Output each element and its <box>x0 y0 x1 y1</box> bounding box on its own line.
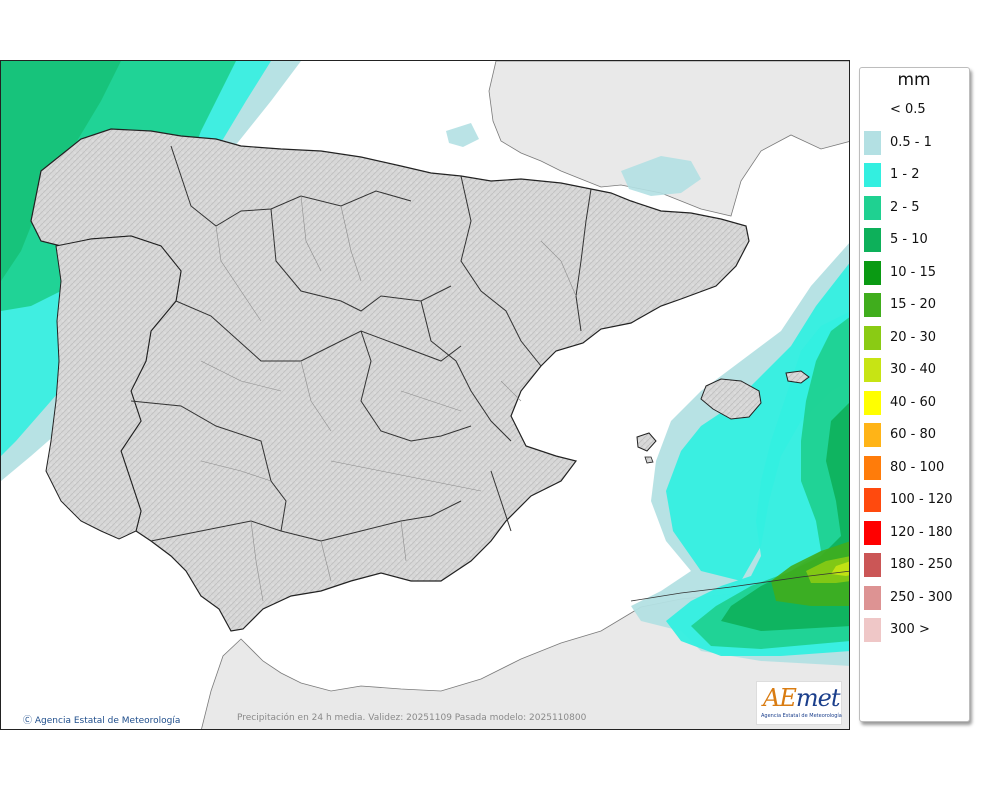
formentera <box>644 456 654 464</box>
legend-swatch <box>864 455 881 480</box>
aemet-logo: AEmet Agencia Estatal de Meteorología <box>756 681 842 725</box>
legend-swatch <box>864 390 881 415</box>
logo-wordmark: AEmet <box>763 684 840 712</box>
copyright-text: Agencia Estatal de Meteorología <box>34 716 181 726</box>
legend-item: 180 - 250 <box>864 553 964 577</box>
legend-swatch <box>864 163 881 187</box>
legend-item: 250 - 300 <box>864 585 964 610</box>
legend-label: 10 - 15 <box>890 264 937 280</box>
legend-item: 120 - 180 <box>864 520 964 545</box>
legend-label: 1 - 2 <box>890 167 920 182</box>
legend-item: 60 - 80 <box>864 423 964 447</box>
legend-label: 300 > <box>890 622 930 637</box>
legend-swatch <box>864 98 881 122</box>
legend-swatch <box>864 195 881 220</box>
map-canvas <box>1 61 849 729</box>
map-caption: Precipitación en 24 h media. Validez: 20… <box>237 713 587 723</box>
legend-swatch <box>864 488 881 512</box>
mallorca <box>700 378 762 420</box>
legend-label: 20 - 30 <box>890 329 937 345</box>
legend-item: 5 - 10 <box>864 228 964 252</box>
legend-swatch <box>864 130 881 155</box>
legend-swatch <box>864 585 881 610</box>
legend-label: 180 - 250 <box>890 557 953 572</box>
legend-label: 120 - 180 <box>890 524 953 540</box>
copyright-notice: Ⓒ Agencia Estatal de Meteorología <box>23 713 180 726</box>
legend-swatch <box>864 293 881 317</box>
legend-swatch <box>864 228 881 252</box>
legend-item: 40 - 60 <box>864 390 964 415</box>
legend-swatch <box>864 423 881 447</box>
legend-swatch <box>864 520 881 545</box>
menorca <box>785 370 810 384</box>
legend-label: 5 - 10 <box>890 232 928 247</box>
legend-swatch <box>864 358 881 382</box>
legend-label: 100 - 120 <box>890 492 953 507</box>
legend-item: 20 - 30 <box>864 325 964 350</box>
ibiza <box>636 432 657 452</box>
legend-swatch <box>864 260 881 285</box>
legend-item: 0.5 - 1 <box>864 130 964 155</box>
precipitation-map: Ⓒ Agencia Estatal de Meteorología Precip… <box>0 60 850 730</box>
legend-label: 30 - 40 <box>890 362 937 377</box>
legend-label: < 0.5 <box>890 102 926 117</box>
legend-item: 1 - 2 <box>864 163 964 187</box>
legend-item: 80 - 100 <box>864 455 964 480</box>
legend-label: 40 - 60 <box>890 394 937 410</box>
legend-item: 15 - 20 <box>864 293 964 317</box>
legend-item: 100 - 120 <box>864 488 964 512</box>
legend-swatch <box>864 618 881 642</box>
copyright-icon: Ⓒ <box>23 716 33 726</box>
legend-label: 60 - 80 <box>890 427 937 442</box>
province-borders <box>200 195 577 602</box>
legend-item: 30 - 40 <box>864 358 964 382</box>
legend-item: 2 - 5 <box>864 195 964 220</box>
legend-label: 2 - 5 <box>890 199 920 215</box>
legend-swatch <box>864 553 881 577</box>
portugal-land <box>45 235 182 540</box>
precipitation-legend: mm < 0.5 0.5 - 1 1 - 2 2 - 5 5 - 10 10 - 15 15… <box>859 67 970 722</box>
logo-subtitle: Agencia Estatal de Meteorología <box>761 713 842 719</box>
legend-label: 250 - 300 <box>890 589 953 605</box>
legend-unit: mm <box>897 70 931 90</box>
legend-label: 80 - 100 <box>890 459 945 475</box>
legend-item: 10 - 15 <box>864 260 964 285</box>
legend-label: 15 - 20 <box>890 297 937 312</box>
legend-item: < 0.5 <box>864 98 964 122</box>
legend-swatch <box>864 325 881 350</box>
legend-label: 0.5 - 1 <box>890 134 932 150</box>
legend-item: 300 > <box>864 618 964 642</box>
